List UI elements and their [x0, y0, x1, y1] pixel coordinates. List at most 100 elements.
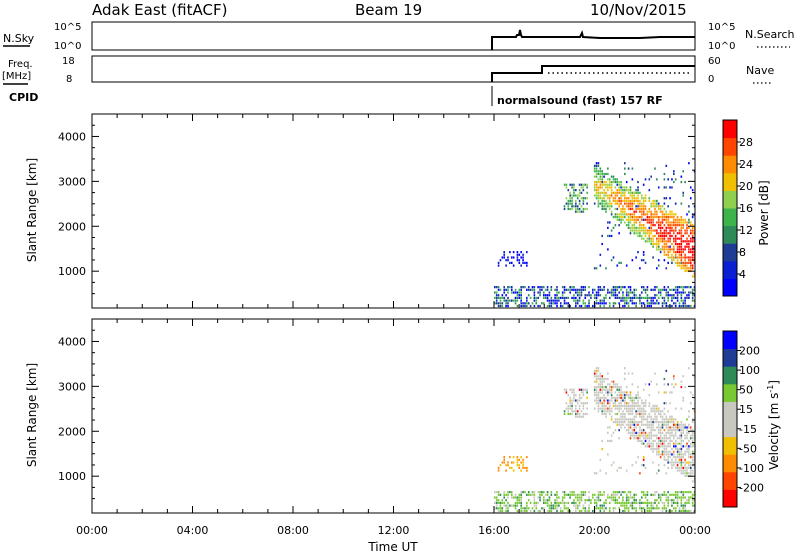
data-cell [495, 286, 498, 289]
power-panel-frame [91, 113, 696, 309]
data-cell [624, 286, 626, 289]
data-cell [575, 296, 577, 300]
data-cell [680, 234, 683, 238]
data-cell [558, 296, 560, 300]
data-cell [569, 191, 571, 194]
data-cell [691, 472, 694, 475]
data-cell [629, 404, 632, 408]
data-cell [616, 286, 619, 289]
data-cell [607, 172, 609, 176]
data-cell [640, 431, 643, 434]
data-cell [597, 377, 600, 381]
data-cell [680, 458, 683, 461]
nsky-label: N.Sky [3, 32, 35, 45]
data-cell [661, 493, 664, 496]
data-cell [661, 501, 664, 505]
data-cell [612, 431, 615, 434]
data-cell [648, 215, 651, 219]
data-cell [512, 256, 515, 259]
data-cell [637, 420, 639, 424]
data-cell [678, 437, 681, 440]
data-cell [678, 261, 681, 264]
data-cell [595, 377, 598, 381]
data-cell [686, 256, 688, 259]
data-cell [567, 202, 570, 205]
data-cell [688, 461, 690, 464]
data-cell [548, 507, 551, 510]
data-cell [652, 407, 654, 410]
data-cell [624, 221, 626, 224]
data-cell [657, 259, 660, 262]
data-cell [644, 232, 647, 235]
data-cell [652, 426, 654, 429]
data-cell [546, 288, 549, 291]
data-cell [612, 509, 615, 513]
data-cell [688, 248, 690, 251]
data-cell [567, 296, 570, 300]
data-cell [586, 412, 588, 416]
data-cell [569, 491, 571, 494]
data-cell [686, 232, 688, 235]
data-cell [678, 232, 681, 235]
data-cell [610, 213, 613, 216]
data-cell [652, 218, 654, 221]
data-cell [657, 410, 660, 413]
data-cell [539, 294, 541, 297]
data-cell [680, 472, 683, 475]
data-cell [684, 464, 686, 467]
data-cell [526, 504, 528, 507]
data-cell [629, 207, 632, 211]
data-cell [601, 186, 604, 189]
data-cell [682, 504, 685, 507]
data-cell [625, 385, 628, 389]
data-cell [512, 469, 515, 472]
data-cell [673, 248, 675, 251]
data-cell [516, 464, 519, 467]
data-cell [627, 418, 630, 421]
data-cell [640, 410, 643, 413]
data-cell [563, 291, 566, 294]
data-cell [614, 496, 617, 499]
data-cell [650, 224, 653, 227]
data-cell [669, 215, 671, 219]
data-cell [657, 501, 660, 505]
data-cell [582, 202, 585, 205]
data-cell [629, 501, 632, 505]
data-cell [639, 199, 641, 203]
data-cell [605, 194, 607, 197]
data-cell [507, 509, 509, 513]
data-cell [629, 299, 632, 302]
data-cell [663, 418, 666, 421]
data-cell [637, 215, 639, 219]
data-cell [608, 202, 611, 205]
data-cell [565, 388, 568, 391]
data-cell [667, 450, 669, 453]
data-cell [633, 415, 636, 418]
data-cell [514, 291, 517, 294]
data-cell [499, 288, 502, 291]
data-cell [494, 501, 496, 505]
data-cell [582, 210, 585, 213]
data-cell [661, 205, 664, 208]
data-cell [601, 180, 604, 184]
data-cell [676, 251, 679, 254]
data-cell [644, 288, 647, 291]
data-cell [637, 396, 639, 399]
data-cell [582, 207, 585, 211]
data-cell [642, 507, 645, 510]
data-cell [639, 299, 641, 302]
data-cell [614, 499, 617, 502]
data-cell [590, 501, 592, 505]
data-cell [682, 264, 685, 267]
data-cell [640, 423, 643, 426]
data-cell [682, 224, 685, 227]
data-cell [601, 391, 604, 394]
data-cell [546, 294, 549, 297]
data-cell [629, 423, 632, 426]
data-cell [646, 504, 649, 507]
data-cell [546, 286, 549, 289]
data-cell [541, 493, 543, 496]
data-cell [637, 404, 639, 408]
data-cell [667, 499, 669, 502]
data-cell [625, 199, 628, 203]
